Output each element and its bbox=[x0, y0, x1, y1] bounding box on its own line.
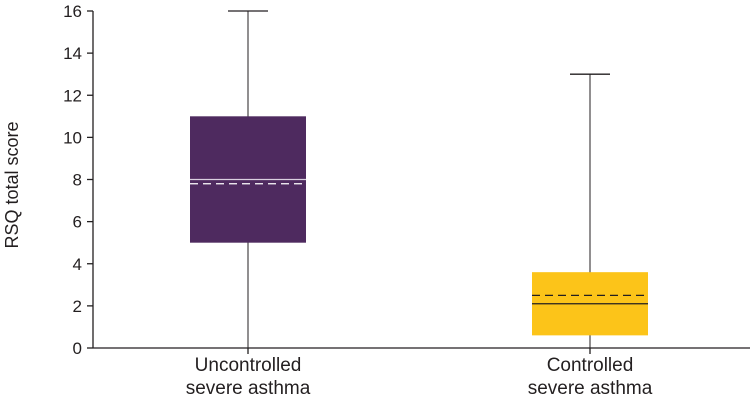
category-label-line2: severe asthma bbox=[186, 378, 311, 399]
y-tick-label: 12 bbox=[63, 86, 82, 105]
y-tick-label: 4 bbox=[73, 255, 82, 274]
category-label-line1: Uncontrolled bbox=[195, 355, 302, 376]
y-ticks: 0 2 4 6 8 10 12 14 16 bbox=[63, 2, 93, 358]
category-label-line1: Controlled bbox=[547, 355, 634, 376]
y-tick-label: 6 bbox=[73, 213, 82, 232]
box-group bbox=[532, 73, 648, 348]
y-tick-label: 14 bbox=[63, 44, 82, 63]
y-tick-label: 2 bbox=[73, 297, 82, 316]
y-tick-label: 0 bbox=[73, 339, 82, 358]
y-tick-label: 8 bbox=[73, 171, 82, 190]
box-group bbox=[190, 10, 306, 348]
category-label-line2: severe asthma bbox=[528, 378, 653, 399]
boxes bbox=[190, 10, 648, 348]
y-tick-label: 16 bbox=[63, 2, 82, 21]
y-tick-label: 10 bbox=[63, 128, 82, 147]
y-axis-title: RSQ total score bbox=[2, 121, 22, 248]
